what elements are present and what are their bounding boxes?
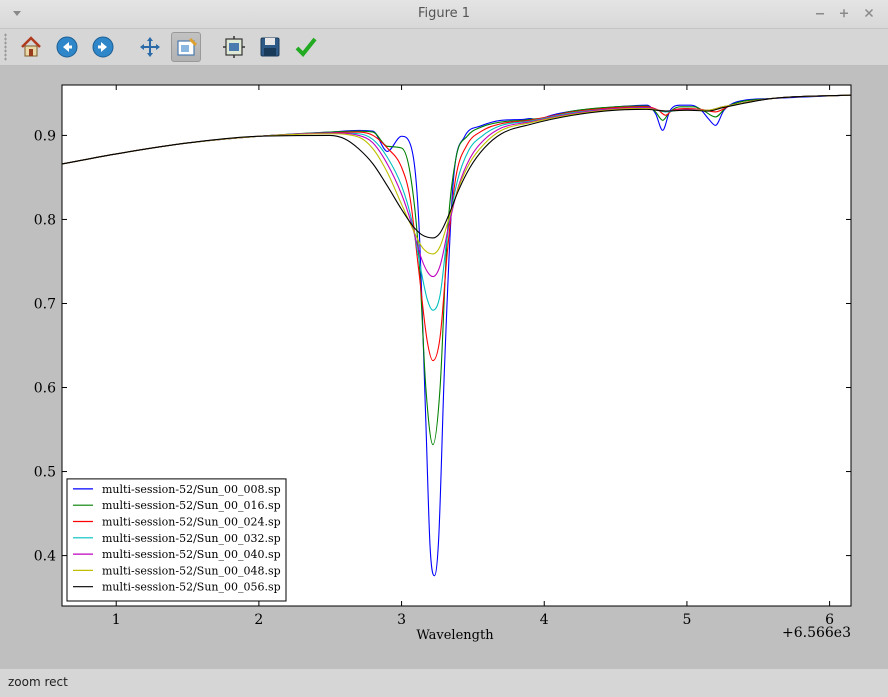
chart[interactable]: 1 2 3 4 5 6 0.4 0.5 0.6 0.7 0.8 0.9 Wavelength +6.5… xyxy=(0,66,888,668)
title-bar[interactable]: Figure 1 xyxy=(0,0,888,29)
x-tick-label: 5 xyxy=(682,612,691,628)
pan-button[interactable] xyxy=(135,32,165,62)
move-icon xyxy=(140,37,160,57)
close-icon[interactable] xyxy=(860,4,878,22)
checkmark-icon xyxy=(295,37,317,57)
legend-label: multi-session-52/Sun_00_016.sp xyxy=(102,499,281,512)
forward-button[interactable] xyxy=(88,32,118,62)
zoom-rect-icon xyxy=(177,37,198,56)
x-tick-label: 2 xyxy=(254,612,263,628)
toolbar xyxy=(0,29,888,66)
legend-label: multi-session-52/Sun_00_024.sp xyxy=(102,516,281,529)
series-line-7 xyxy=(62,94,851,239)
y-tick-label: 0.9 xyxy=(34,128,56,144)
window-menu-icon[interactable] xyxy=(8,4,26,22)
window-title: Figure 1 xyxy=(417,6,471,21)
home-button[interactable] xyxy=(16,32,46,62)
x-tick-label: 6 xyxy=(825,612,834,628)
arrow-right-icon xyxy=(92,36,114,58)
x-tick-label: 1 xyxy=(112,612,121,628)
y-tick-label: 0.4 xyxy=(34,549,56,565)
series-lines xyxy=(62,94,851,577)
y-tick-label: 0.8 xyxy=(34,212,56,228)
legend-label: multi-session-52/Sun_00_056.sp xyxy=(102,581,281,594)
status-text: zoom rect xyxy=(8,675,68,689)
legend-box xyxy=(66,478,287,602)
series-line-3 xyxy=(62,94,851,362)
x-offset-text: +6.566e3 xyxy=(782,625,851,641)
x-tick-label: 4 xyxy=(540,612,549,628)
minimize-icon[interactable] xyxy=(811,4,829,22)
figure-canvas[interactable]: 1 2 3 4 5 6 0.4 0.5 0.6 0.7 0.8 0.9 Wavelength +6.5… xyxy=(0,66,888,668)
y-tick-label: 0.5 xyxy=(34,465,56,481)
x-tick-label: 3 xyxy=(397,612,406,628)
subplots-icon xyxy=(223,36,245,58)
subplots-button[interactable] xyxy=(219,32,249,62)
legend-label: multi-session-52/Sun_00_032.sp xyxy=(102,532,281,545)
legend: multi-session-52/Sun_00_008.sp multi-sess… xyxy=(66,478,287,602)
home-icon xyxy=(21,36,41,57)
y-tick-label: 0.7 xyxy=(34,296,56,312)
legend-label: multi-session-52/Sun_00_048.sp xyxy=(102,564,281,577)
arrow-left-icon xyxy=(56,36,78,58)
series-line-2 xyxy=(62,94,851,446)
save-icon xyxy=(260,37,280,57)
x-axis-label: Wavelength xyxy=(416,628,494,643)
status-bar: zoom rect xyxy=(0,668,888,697)
zoom-button[interactable] xyxy=(171,32,201,62)
legend-label: multi-session-52/Sun_00_040.sp xyxy=(102,548,281,561)
back-button[interactable] xyxy=(52,32,82,62)
edit-button[interactable] xyxy=(291,32,321,62)
save-button[interactable] xyxy=(255,32,285,62)
series-line-1 xyxy=(62,94,851,577)
toolbar-grip[interactable] xyxy=(4,33,7,61)
axis-ticks: 1 2 3 4 5 6 0.4 0.5 0.6 0.7 0.8 0.9 xyxy=(34,85,851,628)
y-tick-label: 0.6 xyxy=(34,381,56,397)
plot-frame xyxy=(61,84,852,607)
legend-label: multi-session-52/Sun_00_008.sp xyxy=(102,483,281,496)
maximize-icon[interactable] xyxy=(835,4,853,22)
